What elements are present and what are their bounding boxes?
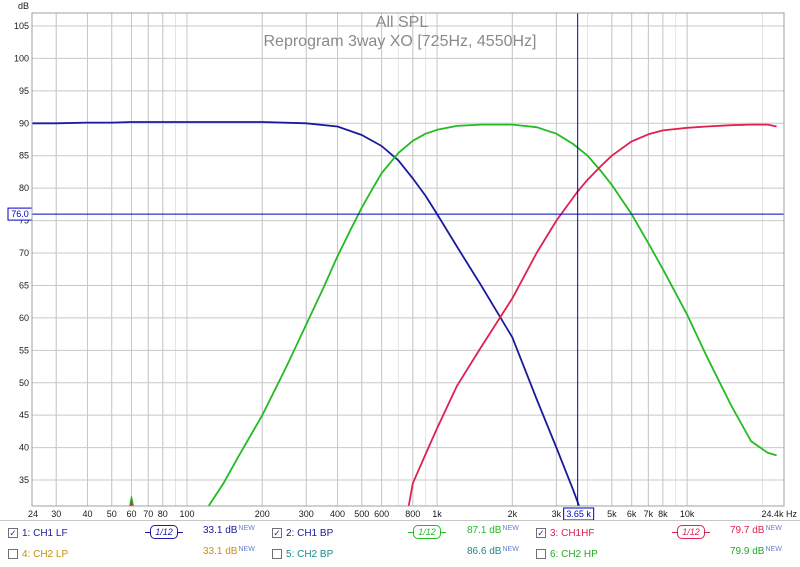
legend-item-ch2-bp[interactable]: 5: CH2 BP [272, 546, 333, 562]
legend-item-ch1-bp[interactable]: ✓ 2: CH1 BP [272, 525, 333, 541]
ch1-hf-new-tag: NEW [765, 525, 782, 532]
ch1-lf-smoothing-button[interactable]: 1/12 [145, 525, 183, 539]
legend-item-ch2-lp[interactable]: 4: CH2 LP [8, 546, 68, 562]
ch2-hp-label: 6: CH2 HP [550, 548, 598, 560]
y-tick-label: 85 [19, 151, 29, 161]
ch2-bp-db-readout: 86.6 dBNEW [467, 546, 519, 557]
ch1-hf-label: 3: CH1HF [550, 527, 595, 539]
ch1-hf-checkbox[interactable]: ✓ [536, 527, 546, 538]
chart-subtitle: Reprogram 3way XO [725Hz, 4550Hz] [263, 33, 536, 50]
ch2-lp-checkbox[interactable] [8, 549, 18, 559]
ch1-lf-smoothing-label: 1/12 [155, 527, 173, 537]
ch2-bp-new-tag: NEW [502, 546, 519, 553]
spl-chart: 3540455055606570758085909510010524304050… [7, 1, 798, 520]
cursor-y-readout: 76.0 [11, 209, 29, 219]
legend-panel: ✓ 1: CH1 LF 1/12 33.1 dBNEW ✓ 2: CH1 BP … [0, 520, 800, 567]
ch1-hf-db-value: 79.7 dB [730, 525, 765, 536]
y-tick-label: 40 [19, 443, 29, 453]
x-tick-label: 2k [508, 509, 518, 519]
legend-item-ch1-hf[interactable]: ✓ 3: CH1HF [536, 525, 594, 541]
ch1-lf-label: 1: CH1 LF [22, 527, 68, 539]
x-tick-label: 100 [179, 509, 194, 519]
y-tick-label: 105 [14, 21, 29, 31]
grid [32, 13, 784, 506]
y-tick-label: 45 [19, 410, 29, 420]
ch2-lp-new-tag: NEW [238, 546, 255, 553]
y-axis-unit: dB [18, 1, 29, 11]
x-tick-label: 60 [127, 509, 137, 519]
ch2-lp-db-value: 33.1 dB [203, 546, 238, 557]
ch2-hp-db-value: 79.9 dB [730, 546, 765, 557]
y-tick-label: 70 [19, 248, 29, 258]
x-tick-label: 8k [658, 509, 668, 519]
x-tick-label: 24.4k Hz [761, 509, 797, 519]
ch2-hp-db-readout: 79.9 dBNEW [730, 546, 782, 557]
cursor-x-readout-box [563, 507, 595, 520]
ch1-hf-smoothing-label: 1/12 [682, 527, 700, 537]
x-tick-label: 400 [330, 509, 345, 519]
x-tick-label: 500 [354, 509, 369, 519]
series-line-3 [407, 123, 777, 506]
ch1-lf-db-value: 33.1 dB [203, 525, 238, 536]
x-tick-label: 800 [405, 509, 420, 519]
series-group [32, 121, 777, 507]
ch1-lf-db-readout: 33.1 dBNEW [203, 525, 255, 536]
x-tick-label: 30 [51, 509, 61, 519]
x-tick-label: 70 [143, 509, 153, 519]
series-line-1 [32, 121, 580, 506]
x-tick-label: 40 [82, 509, 92, 519]
x-tick-label: 300 [299, 509, 314, 519]
x-tick-label: 50 [107, 509, 117, 519]
ch1-bp-label: 2: CH1 BP [286, 527, 334, 539]
ch1-bp-new-tag: NEW [502, 525, 519, 532]
ch1-lf-new-tag: NEW [238, 525, 255, 532]
y-tick-label: 90 [19, 118, 29, 128]
ch1-bp-smoothing-label: 1/12 [418, 527, 436, 537]
y-tick-label: 50 [19, 378, 29, 388]
ch1-bp-db-readout: 87.1 dBNEW [467, 525, 519, 536]
cursor-x-readout: 3.65 k [566, 509, 591, 519]
ch1-hf-smoothing-button[interactable]: 1/12 [672, 525, 710, 539]
y-tick-label: 80 [19, 183, 29, 193]
ch2-hp-new-tag: NEW [765, 546, 782, 553]
legend-item-ch1-lf[interactable]: ✓ 1: CH1 LF [8, 525, 68, 541]
x-tick-label: 3k [552, 509, 562, 519]
ch2-lp-db-readout: 33.1 dBNEW [203, 546, 255, 557]
x-tick-label: 200 [255, 509, 270, 519]
cursor[interactable]: 76.0 3.65 k [7, 13, 784, 520]
plot-area [32, 13, 784, 506]
series-line-2 [207, 123, 777, 506]
x-tick-label: 7k [644, 509, 654, 519]
plot-border [31, 12, 785, 507]
ch2-lp-label: 4: CH2 LP [22, 548, 69, 560]
x-tick-label: 5k [607, 509, 617, 519]
ch2-hp-checkbox[interactable] [536, 549, 546, 559]
ch1-bp-smoothing-button[interactable]: 1/12 [408, 525, 446, 539]
x-tick-label: 24 [28, 509, 38, 519]
x-tick-label: 600 [374, 509, 389, 519]
ch2-bp-checkbox[interactable] [272, 549, 282, 559]
y-tick-label: 100 [14, 53, 29, 63]
legend-item-ch2-hp[interactable]: 6: CH2 HP [536, 546, 598, 562]
y-tick-label: 95 [19, 86, 29, 96]
x-tick-label: 10k [680, 509, 695, 519]
axis-ticks: 3540455055606570758085909510010524304050… [14, 21, 798, 519]
y-tick-label: 35 [19, 475, 29, 485]
legend-row-2: 4: CH2 LP 33.1 dBNEW 5: CH2 BP 86.6 dBNE… [0, 546, 800, 566]
x-tick-label: 1k [432, 509, 442, 519]
x-tick-label: 80 [158, 509, 168, 519]
x-tick-label: 6k [627, 509, 637, 519]
y-tick-label: 60 [19, 313, 29, 323]
ch2-bp-label: 5: CH2 BP [286, 548, 334, 560]
ch1-hf-db-readout: 79.7 dBNEW [730, 525, 782, 536]
ch2-bp-db-value: 86.6 dB [467, 546, 502, 557]
chart-title: All SPL [376, 14, 429, 31]
ch1-bp-checkbox[interactable]: ✓ [272, 527, 282, 538]
ch1-lf-checkbox[interactable]: ✓ [8, 527, 18, 538]
ch1-bp-db-value: 87.1 dB [467, 525, 502, 536]
y-tick-label: 55 [19, 345, 29, 355]
y-tick-label: 65 [19, 280, 29, 290]
legend-row-1: ✓ 1: CH1 LF 1/12 33.1 dBNEW ✓ 2: CH1 BP … [0, 525, 800, 545]
